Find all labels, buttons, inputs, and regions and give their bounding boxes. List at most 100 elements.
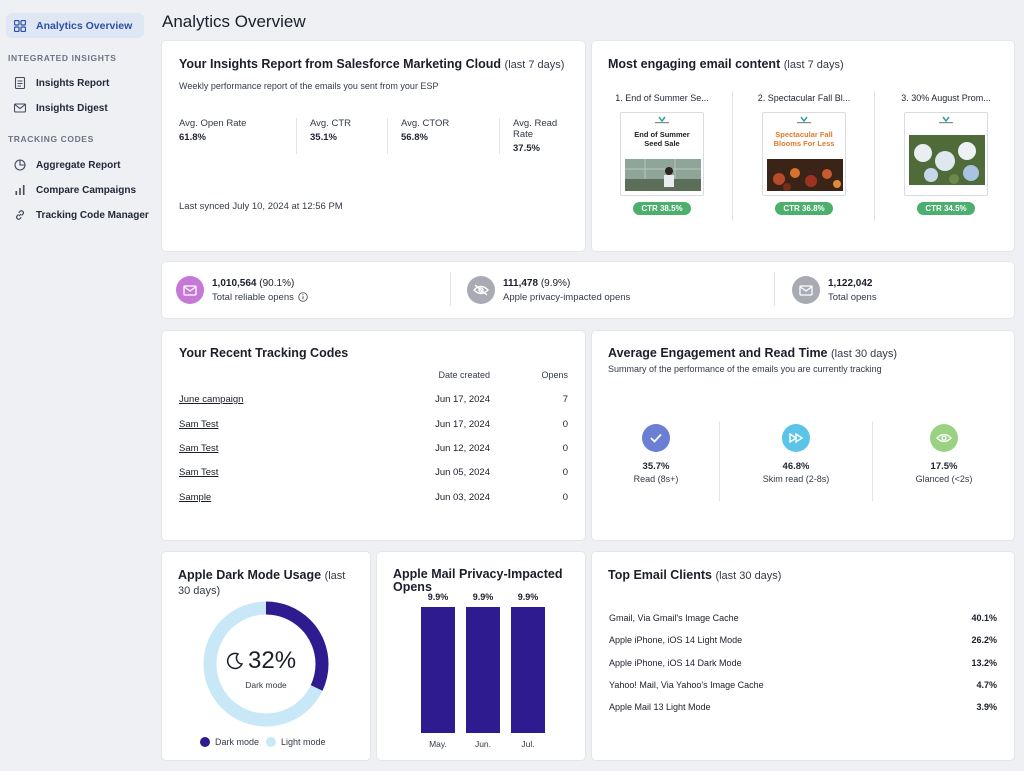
legend-swatch: [200, 737, 210, 747]
client-percent: 3.9%: [976, 702, 997, 712]
metric-value: 61.8%: [179, 132, 206, 143]
divider: [872, 421, 873, 501]
divider: [774, 272, 775, 306]
tracking-code-link[interactable]: Sam Test: [179, 467, 219, 478]
sidebar-item-insights-report[interactable]: Insights Report: [6, 72, 150, 94]
tracking-code-link[interactable]: Sam Test: [179, 443, 219, 454]
table-cell-opens: 0: [562, 443, 568, 454]
total-opens: 1,122,042 Total opens: [792, 276, 877, 304]
engagement-label: Read (8s+): [633, 474, 679, 484]
email-thumbnail[interactable]: End of Summer Seed Sale: [620, 112, 704, 196]
bar-category-label: Jul.: [521, 739, 535, 749]
email-item[interactable]: 3. 30% August Prom... CTR 34.5%: [886, 93, 1006, 216]
donut-caption: Dark mode: [245, 680, 287, 690]
client-name: Apple Mail 13 Light Mode: [609, 702, 711, 712]
total-opens-label: Total opens: [828, 291, 877, 303]
pie-chart-icon: [14, 159, 26, 171]
total-opens-value: 1,122,042: [828, 277, 873, 289]
bar-value-label: 9.9%: [427, 592, 449, 602]
list-item: Apple iPhone, iOS 14 Light Mode 26.2%: [609, 635, 997, 645]
privacy-opens-text: 111,478 (9.9%) Apple privacy-impacted op…: [503, 278, 630, 303]
hydrangea-photo-icon: [909, 135, 985, 185]
column-header-date[interactable]: Date created: [438, 370, 490, 380]
mail-open-icon: [176, 276, 204, 304]
metric-label: Avg. Open Rate: [179, 118, 247, 129]
sidebar-item-compare-campaigns[interactable]: Compare Campaigns: [6, 179, 150, 201]
engagement-period: (last 30 days): [831, 348, 898, 360]
engagement-card-title: Average Engagement and Read Time (last 3…: [608, 346, 897, 360]
grid-icon: [14, 19, 26, 32]
sidebar-item-analytics-overview[interactable]: Analytics Overview: [6, 13, 144, 38]
bar-jun: [466, 607, 500, 733]
bar-value-label: 9.9%: [472, 592, 494, 602]
email-headline: End of Summer Seed Sale: [621, 130, 703, 148]
engagement-title-text: Average Engagement and Read Time: [608, 346, 828, 360]
privacy-title-line-2: Opens: [393, 580, 432, 594]
bar-value-label: 9.9%: [517, 592, 539, 602]
metric-value: 56.8%: [401, 132, 428, 143]
client-name: Gmail, Via Gmail's Image Cache: [609, 613, 739, 623]
tracking-codes-card: Your Recent Tracking Codes Date created …: [162, 331, 585, 540]
value-number: 1,010,564: [212, 277, 257, 289]
email-name: 1. End of Summer Se...: [615, 93, 709, 103]
dark-mode-card: Apple Dark Mode Usage (last 30 days) 32%…: [162, 552, 370, 760]
bar-category-label: Jun.: [474, 739, 492, 749]
bar-category-label: May.: [429, 739, 447, 749]
value-percent: (90.1%): [259, 277, 295, 289]
opens-summary-card: 1,010,564 (90.1%) Total reliable opens 1…: [162, 262, 1014, 318]
sidebar-item-insights-digest[interactable]: Insights Digest: [6, 97, 150, 119]
privacy-title-line-1: Apple Mail Privacy-Impacted: [393, 567, 563, 581]
table-cell-date: Jun 17, 2024: [435, 394, 490, 405]
column-divider: [732, 91, 733, 221]
column-divider: [874, 91, 875, 221]
mail-icon: [14, 102, 26, 114]
insights-report-card: Your Insights Report from Salesforce Mar…: [162, 41, 585, 251]
moon-icon: [226, 652, 244, 670]
check-icon: [642, 424, 670, 452]
sidebar-item-aggregate-report[interactable]: Aggregate Report: [6, 154, 150, 176]
sidebar-item-label: Aggregate Report: [36, 159, 121, 171]
engagement-value: 35.7%: [642, 461, 670, 472]
sidebar-item-tracking-code-manager[interactable]: Tracking Code Manager: [6, 204, 150, 226]
client-percent: 13.2%: [971, 658, 997, 668]
sidebar-item-label: Analytics Overview: [36, 19, 133, 32]
table-cell-opens: 0: [562, 492, 568, 503]
bar-jul: [511, 607, 545, 733]
engaging-card-title: Most engaging email content (last 7 days…: [608, 57, 844, 71]
dark-mode-donut: [203, 601, 329, 727]
headline-line-2: Blooms For Less: [773, 139, 835, 148]
metric-read-rate: Avg. Read Rate 37.5%: [513, 118, 593, 154]
email-headline: Spectacular Fall Blooms For Less: [763, 130, 845, 148]
metric-ctor: Avg. CTOR 56.8%: [401, 118, 500, 154]
client-name: Yahoo! Mail, Via Yahoo's Image Cache: [609, 680, 764, 690]
value-percent: (9.9%): [540, 277, 571, 289]
insights-subtitle: Weekly performance report of the emails …: [179, 81, 439, 91]
info-icon[interactable]: [298, 292, 308, 302]
client-name: Apple iPhone, iOS 14 Light Mode: [609, 635, 743, 645]
email-thumbnail[interactable]: Spectacular Fall Blooms For Less: [762, 112, 846, 196]
column-header-opens[interactable]: Opens: [541, 370, 568, 380]
email-item[interactable]: 1. End of Summer Se... End of Summer Seed…: [602, 93, 722, 216]
engagement-value: 17.5%: [930, 461, 958, 472]
client-percent: 26.2%: [971, 635, 997, 645]
table-cell-date: Jun 17, 2024: [435, 419, 490, 430]
email-thumbnail[interactable]: [904, 112, 988, 196]
insights-card-title: Your Insights Report from Salesforce Mar…: [179, 57, 564, 71]
privacy-opens: 111,478 (9.9%) Apple privacy-impacted op…: [467, 276, 630, 304]
table-cell-opens: 0: [562, 419, 568, 430]
total-opens-text: 1,122,042 Total opens: [828, 278, 877, 303]
metric-value: 35.1%: [310, 132, 337, 143]
metric-label: Avg. CTR: [310, 118, 352, 129]
metric-value: 37.5%: [513, 143, 540, 154]
tracking-code-link[interactable]: Sam Test: [179, 419, 219, 430]
tracking-code-link[interactable]: June campaign: [179, 394, 244, 405]
sidebar-item-label: Compare Campaigns: [36, 184, 137, 196]
email-item[interactable]: 2. Spectacular Fall Bl... Spectacular Fa…: [744, 93, 864, 216]
flowers-photo-icon: [767, 159, 843, 191]
legend-dark: Dark mode: [200, 737, 259, 747]
eye-icon: [930, 424, 958, 452]
tracking-card-title: Your Recent Tracking Codes: [179, 346, 349, 360]
tracking-code-link[interactable]: Sample: [179, 492, 212, 503]
section-integrated-insights: INTEGRATED INSIGHTS: [8, 53, 117, 63]
greenhouse-photo-icon: [625, 159, 701, 191]
